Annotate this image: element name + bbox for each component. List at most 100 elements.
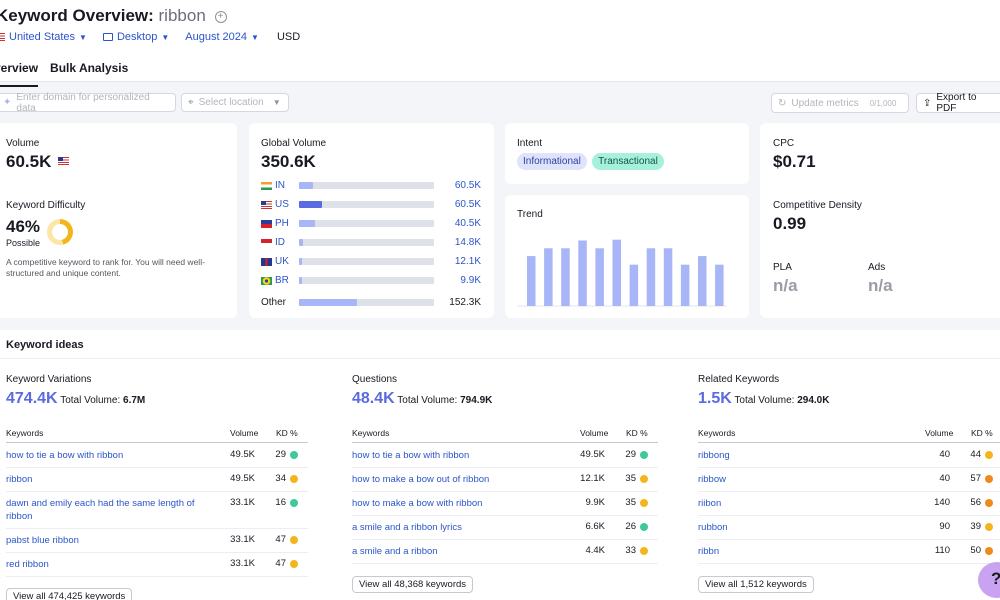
trend-bar[interactable] [544,248,553,306]
export-pdf-button[interactable]: ⇪ Export to PDF [916,93,1000,113]
header-kd[interactable]: KD % [971,428,993,438]
update-metrics-button[interactable]: ↻ Update metrics 0/1,000 [771,93,909,113]
header-volume[interactable]: Volume [230,428,258,438]
country-value[interactable]: 14.8K [455,237,481,248]
country-select[interactable]: United States ▼ [0,31,87,43]
row-divider [6,467,308,468]
title-text: Keyword Overview: [0,6,154,25]
trend-bar[interactable] [527,256,536,306]
header-kd[interactable]: KD % [276,428,298,438]
volume-value: 49.5K [580,449,605,460]
country-code[interactable]: BR [275,275,289,286]
country-bar-fill [299,201,322,208]
kd-dot-icon [290,560,298,568]
header-divider [698,442,1000,443]
view-all-button[interactable]: View all 1,512 keywords [698,576,814,593]
country-bar [299,201,434,208]
country-code[interactable]: PH [275,218,289,229]
keyword-link[interactable]: riibon [698,497,903,510]
keyword-link[interactable]: how to make a bow out of ribbon [352,473,558,486]
country-bar [299,239,434,246]
total-volume-label: Total Volume: [732,395,797,406]
row-divider [352,515,658,516]
kd-level: Possible [6,238,40,248]
kd-dot-icon [640,547,648,555]
volume-value: 49.5K [230,449,255,460]
trend-bar[interactable] [595,248,604,306]
country-code[interactable]: ID [275,237,285,248]
volume-value: 49.5K [230,473,255,484]
country-bar [299,182,434,189]
column-count[interactable]: 474.4K [6,390,58,407]
keyword-link[interactable]: red ribbon [6,558,208,571]
row-divider [352,467,658,468]
kd-dot-icon [985,547,993,555]
kd-value: 35 [625,497,636,508]
country-row: UK 12.1K [261,256,481,268]
kd-dot-icon [985,475,993,483]
row-divider [698,539,1000,540]
export-label: Export to PDF [936,92,999,114]
trend-bar[interactable] [578,240,587,306]
kd-dot-icon [985,451,993,459]
view-all-button[interactable]: View all 474,425 keywords [6,588,132,600]
header-volume[interactable]: Volume [580,428,608,438]
keyword-link[interactable]: ribbon [6,473,208,486]
intent-pills: Informational Transactional [517,153,666,170]
trend-bar[interactable] [664,248,673,306]
trend-bar[interactable] [561,248,570,306]
country-value[interactable]: 9.9K [460,275,481,286]
country-code[interactable]: IN [275,180,285,191]
country-value[interactable]: 60.5K [455,180,481,191]
trend-bar[interactable] [613,240,622,306]
divider [0,358,1000,359]
header-kd[interactable]: KD % [626,428,648,438]
country-value[interactable]: 40.5K [455,218,481,229]
country-value[interactable]: 60.5K [455,199,481,210]
cpc-label: CPC [773,138,794,149]
trend-bar[interactable] [647,248,656,306]
trend-bar[interactable] [681,265,690,306]
keyword-link[interactable]: how to tie a bow with ribbon [6,449,208,462]
row-divider [698,467,1000,468]
keyword-link[interactable]: rubbon [698,521,903,534]
cpc-card: CPC $0.71 Competitive Density 0.99 PLA n… [760,123,1000,318]
total-volume-label: Total Volume: [395,395,460,406]
column-count[interactable]: 1.5K [698,390,732,407]
view-all-button[interactable]: View all 48,368 keywords [352,576,473,593]
keyword-link[interactable]: ribbow [698,473,903,486]
other-bar [299,299,434,306]
keyword-link[interactable]: how to make a bow with ribbon [352,497,558,510]
keyword-ideas-title: Keyword ideas [6,339,84,351]
add-to-list-icon[interactable]: + [215,11,227,23]
kd-value: 50 [970,545,981,556]
country-value[interactable]: 12.1K [455,256,481,267]
keyword-link[interactable]: dawn and emily each had the same length … [6,497,208,523]
trend-bar[interactable] [715,265,724,306]
export-icon: ⇪ [923,98,931,109]
country-code[interactable]: US [275,199,289,210]
table-row: how to tie a bow with ribbon 49.5K 29 [6,449,308,473]
keyword-link[interactable]: a smile and a ribbon [352,545,558,558]
date-select[interactable]: August 2024 ▼ [185,31,259,43]
tab-overview[interactable]: verview [0,61,38,87]
keyword-link[interactable]: ribbn [698,545,903,558]
kd-description: A competitive keyword to rank for. You w… [6,257,224,279]
header-volume[interactable]: Volume [925,428,953,438]
chevron-down-icon: ▼ [273,98,281,107]
global-volume-value: 350.6K [261,152,316,172]
row-divider [352,491,658,492]
column-count[interactable]: 48.4K [352,390,395,407]
kd-donut [47,219,73,245]
keyword-link[interactable]: ribbong [698,449,903,462]
location-select[interactable]: ⌖ Select location ▼ [181,93,289,112]
domain-input[interactable]: ✦ Enter domain for personalized data [0,93,176,112]
trend-bar[interactable] [630,265,639,306]
keyword-link[interactable]: a smile and a ribbon lyrics [352,521,558,534]
tab-bulk-analysis[interactable]: Bulk Analysis [50,61,128,87]
device-select[interactable]: Desktop ▼ [103,31,169,43]
country-code[interactable]: UK [275,256,289,267]
trend-bar[interactable] [698,256,707,306]
keyword-link[interactable]: pabst blue ribbon [6,534,208,547]
keyword-link[interactable]: how to tie a bow with ribbon [352,449,558,462]
